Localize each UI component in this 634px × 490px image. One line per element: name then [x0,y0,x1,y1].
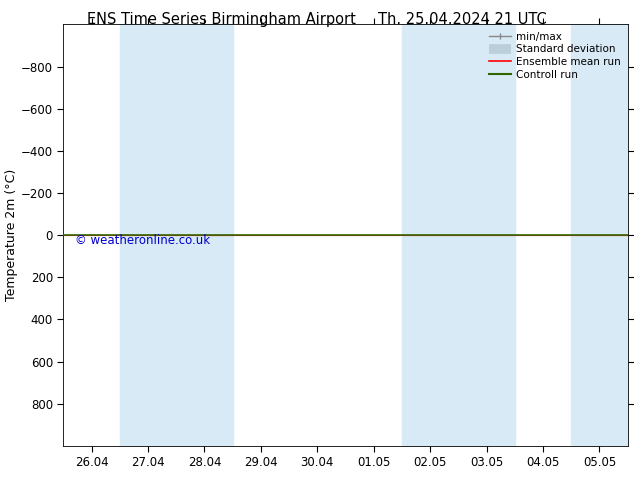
Bar [402,24,515,446]
Legend: min/max, Standard deviation, Ensemble mean run, Controll run: min/max, Standard deviation, Ensemble me… [486,30,623,82]
Text: Th. 25.04.2024 21 UTC: Th. 25.04.2024 21 UTC [378,12,547,27]
Bar [571,24,628,446]
Text: © weatheronline.co.uk: © weatheronline.co.uk [75,234,210,247]
Y-axis label: Temperature 2m (°C): Temperature 2m (°C) [5,169,18,301]
Bar [120,24,233,446]
Text: ENS Time Series Birmingham Airport: ENS Time Series Birmingham Airport [87,12,356,27]
